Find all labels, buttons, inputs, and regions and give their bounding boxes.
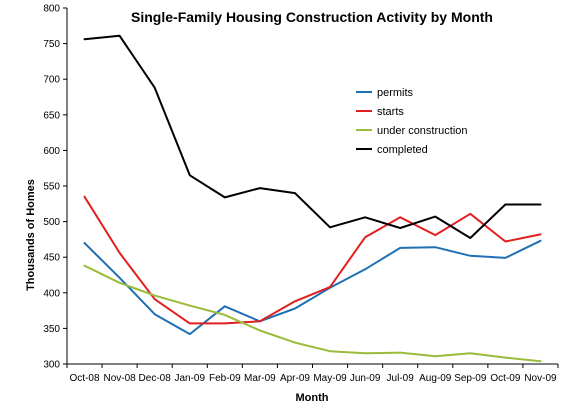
y-tick-label: 550	[43, 182, 60, 193]
x-tick-label: Jun-09	[350, 373, 381, 384]
y-tick-label: 300	[43, 360, 60, 371]
x-tick-label: Apr-09	[280, 373, 310, 384]
x-tick-label: Jul-09	[387, 373, 415, 384]
y-tick-label: 800	[43, 4, 60, 15]
y-tick-label: 350	[43, 324, 60, 335]
y-axis: 300 350 400 450 500 550 600 650 700 750 800	[43, 4, 68, 371]
series-line-permits	[83, 239, 542, 336]
legend-label: completed	[377, 144, 428, 156]
x-tick-label: Nov-08	[103, 373, 136, 384]
x-tick-label: Oct-08	[70, 373, 100, 384]
legend-label: under construction	[377, 125, 468, 137]
y-tick-label: 750	[43, 39, 60, 50]
x-tick-label: May-09	[313, 373, 347, 384]
series-line-starts	[83, 195, 542, 325]
series-line-under-construction	[83, 264, 542, 363]
legend: permits starts under construction completed	[356, 87, 468, 156]
x-tick-label: Mar-09	[244, 373, 276, 384]
y-tick-label: 600	[43, 146, 60, 157]
x-tick-label: Oct-09	[490, 373, 520, 384]
chart-title: Single-Family Housing Construction Activ…	[131, 9, 493, 25]
y-tick-label: 650	[43, 110, 60, 121]
y-tick-label: 700	[43, 75, 60, 86]
x-axis: Oct-08 Nov-08 Dec-08 Jan-09 Feb-09 Mar-09 Apr-…	[66, 363, 559, 384]
y-tick-label: 400	[43, 288, 60, 299]
series-group	[83, 34, 542, 363]
y-axis-title: Thousands of Homes	[25, 179, 37, 291]
x-tick-label: Nov-09	[524, 373, 557, 384]
x-tick-label: Sep-09	[454, 373, 487, 384]
y-tick-label: 500	[43, 217, 60, 228]
x-tick-label: Aug-09	[419, 373, 452, 384]
x-tick-label: Feb-09	[209, 373, 241, 384]
legend-label: permits	[377, 87, 414, 99]
x-tick-label: Jan-09	[174, 373, 205, 384]
legend-label: starts	[377, 106, 404, 118]
x-axis-title: Month	[296, 392, 329, 404]
y-tick-label: 450	[43, 253, 60, 264]
series-line-completed	[83, 34, 542, 239]
x-tick-label: Dec-08	[139, 373, 172, 384]
